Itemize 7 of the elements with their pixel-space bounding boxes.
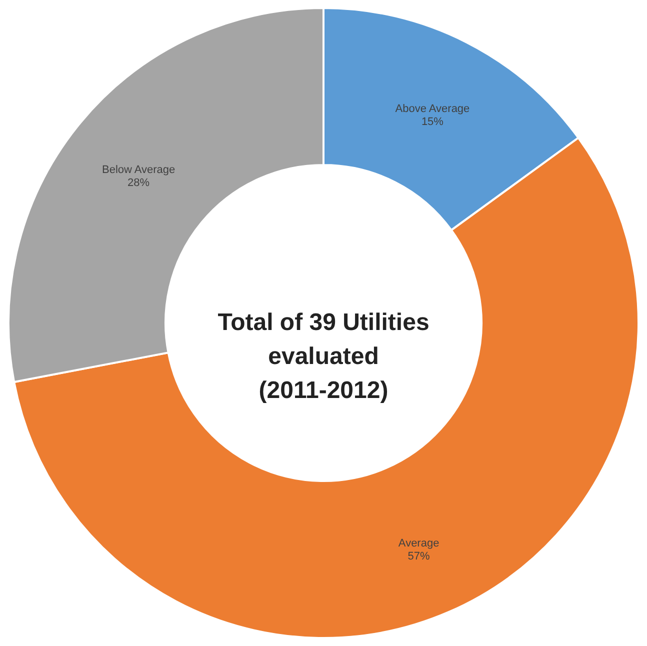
data-label: 15% (421, 116, 444, 128)
slice-label: Above Average (395, 103, 470, 116)
data-label: 28% (128, 177, 150, 190)
slice-label: Average (398, 537, 440, 550)
slice-label: Below Average (102, 164, 176, 176)
text: Total of 39 Utilities evaluated (2011-2012) (218, 309, 430, 404)
data-label: 57% (408, 550, 430, 562)
